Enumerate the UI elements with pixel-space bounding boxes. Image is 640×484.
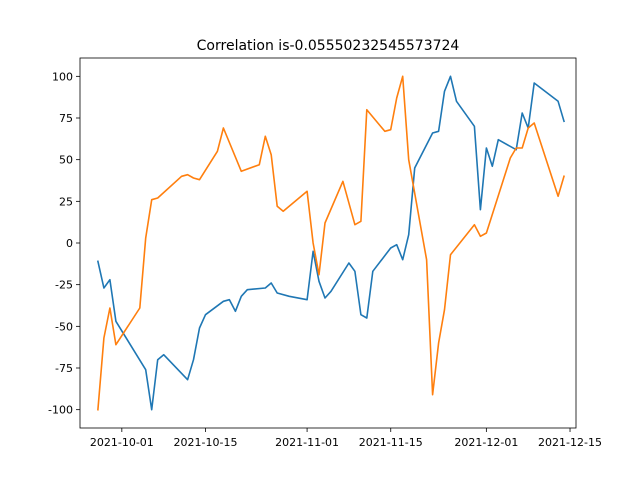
y-tick-label: 100 [52, 70, 73, 83]
y-tick-label: 25 [59, 195, 73, 208]
y-tick-label: -50 [55, 320, 73, 333]
x-tick-label: 2021-12-01 [454, 436, 518, 449]
y-tick-label: 50 [59, 154, 73, 167]
y-tick-label: -25 [55, 279, 73, 292]
x-tick-label: 2021-10-01 [90, 436, 154, 449]
y-tick-label: 75 [59, 112, 73, 125]
plot-area-frame [79, 57, 577, 429]
chart-title: Correlation is-0.05550232545573724 [197, 38, 460, 54]
axis-layer: -100 -75 -50 -25 0 25 50 75 100 2021-10-01 2021-10… [48, 70, 602, 449]
x-tick-label: 2021-12-15 [538, 436, 602, 449]
x-tick-label: 2021-11-01 [275, 436, 339, 449]
series-line-2 [97, 75, 565, 411]
y-tick-label: 0 [66, 237, 73, 250]
series-layer [96, 75, 565, 411]
x-tick-label: 2021-11-15 [359, 436, 423, 449]
y-tick-label: -100 [48, 404, 73, 417]
y-tick-label: -75 [55, 362, 73, 375]
x-tick-label: 2021-10-15 [174, 436, 238, 449]
series-line-1 [96, 75, 565, 411]
